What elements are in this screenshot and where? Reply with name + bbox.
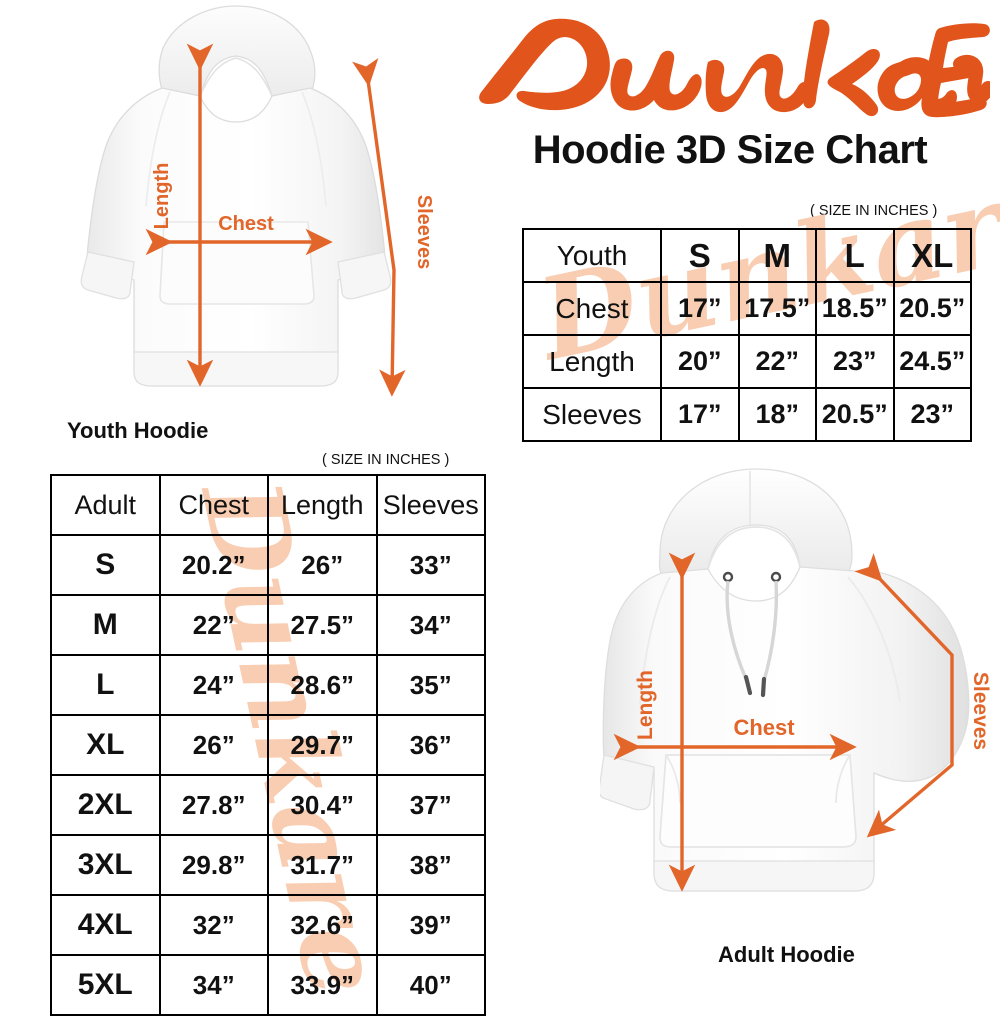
youth-chest-label: Chest	[218, 213, 274, 235]
adult-size-l: L	[50, 654, 161, 716]
adult-size-table: Adult Chest Length Sleeves S 20.2” 26” 3…	[50, 474, 486, 1016]
adult-2xl-sleeves: 37”	[375, 774, 486, 836]
adult-5xl-length: 33.9”	[267, 954, 378, 1016]
adult-size-4xl: 4XL	[50, 894, 161, 956]
adult-sleeves-arrow	[854, 553, 954, 838]
adult-sleeves-label: Sleeves	[969, 672, 990, 750]
brand-logo	[470, 8, 990, 128]
adult-s-sleeves: 33”	[375, 534, 486, 596]
adult-col-chest: Chest	[158, 474, 269, 536]
adult-size-2xl: 2XL	[50, 774, 161, 836]
adult-inches-note: ( SIZE IN INCHES )	[322, 452, 450, 468]
youth-sleeves-xl: 23”	[892, 387, 972, 442]
adult-size-3xl: 3XL	[50, 834, 161, 896]
adult-4xl-sleeves: 39”	[375, 894, 486, 956]
youth-col-xl: XL	[892, 228, 972, 283]
adult-col-length: Length	[267, 474, 378, 536]
adult-xl-chest: 26”	[158, 714, 269, 776]
youth-chest-m: 17.5”	[737, 281, 817, 336]
youth-hoodie-illustration: Length Chest Sleeves	[58, 0, 478, 420]
youth-sleeves-arrow	[352, 57, 406, 397]
youth-length-l: 23”	[815, 334, 895, 389]
adult-length-label: Length	[634, 670, 657, 740]
adult-col-sleeves: Sleeves	[375, 474, 486, 536]
adult-corner-label: Adult	[50, 474, 161, 536]
table-row: 5XL 34” 33.9” 40”	[50, 954, 486, 1016]
adult-l-chest: 24”	[158, 654, 269, 716]
table-row: L 24” 28.6” 35”	[50, 654, 486, 716]
page-title: Hoodie 3D Size Chart	[532, 128, 928, 172]
table-row: 3XL 29.8” 31.7” 38”	[50, 834, 486, 896]
adult-chest-label: Chest	[733, 715, 795, 740]
adult-3xl-sleeves: 38”	[375, 834, 486, 896]
youth-figure-caption: Youth Hoodie	[67, 418, 209, 443]
adult-figure-caption: Adult Hoodie	[718, 942, 855, 967]
adult-4xl-length: 32.6”	[267, 894, 378, 956]
adult-5xl-sleeves: 40”	[375, 954, 486, 1016]
youth-size-table: Youth S M L XL Chest 17” 17.5” 18.5” 20.…	[522, 228, 972, 442]
adult-3xl-chest: 29.8”	[158, 834, 269, 896]
adult-m-sleeves: 34”	[375, 594, 486, 656]
youth-row-label-length: Length	[522, 334, 662, 389]
adult-xl-length: 29.7”	[267, 714, 378, 776]
adult-hoodie-illustration: Length Chest Sleeves	[600, 455, 990, 945]
table-row: XL 26” 29.7” 36”	[50, 714, 486, 776]
youth-row-label-sleeves: Sleeves	[522, 387, 662, 442]
adult-3xl-length: 31.7”	[267, 834, 378, 896]
youth-sleeves-l: 20.5”	[815, 387, 895, 442]
youth-length-xl: 24.5”	[892, 334, 972, 389]
youth-sleeves-label: Sleeves	[413, 195, 435, 270]
table-row: Chest 17” 17.5” 18.5” 20.5”	[522, 281, 972, 336]
table-row-header: Adult Chest Length Sleeves	[50, 474, 486, 536]
youth-inches-note: ( SIZE IN INCHES )	[810, 203, 938, 219]
youth-sleeves-m: 18”	[737, 387, 817, 442]
adult-4xl-chest: 32”	[158, 894, 269, 956]
youth-sleeves-s: 17”	[660, 387, 740, 442]
adult-m-length: 27.5”	[267, 594, 378, 656]
youth-chest-xl: 20.5”	[892, 281, 972, 336]
adult-2xl-chest: 27.8”	[158, 774, 269, 836]
table-row-header: Youth S M L XL	[522, 228, 972, 283]
adult-size-5xl: 5XL	[50, 954, 161, 1016]
adult-l-length: 28.6”	[267, 654, 378, 716]
table-row: 2XL 27.8” 30.4” 37”	[50, 774, 486, 836]
table-row: S 20.2” 26” 33”	[50, 534, 486, 596]
youth-col-s: S	[660, 228, 740, 283]
youth-length-m: 22”	[737, 334, 817, 389]
adult-size-m: M	[50, 594, 161, 656]
table-row: Sleeves 17” 18” 20.5” 23”	[522, 387, 972, 442]
adult-2xl-length: 30.4”	[267, 774, 378, 836]
adult-size-s: S	[50, 534, 161, 596]
adult-5xl-chest: 34”	[158, 954, 269, 1016]
table-row: 4XL 32” 32.6” 39”	[50, 894, 486, 956]
table-row: Length 20” 22” 23” 24.5”	[522, 334, 972, 389]
adult-s-length: 26”	[267, 534, 378, 596]
youth-length-label: Length	[151, 163, 173, 230]
youth-col-m: M	[737, 228, 817, 283]
adult-m-chest: 22”	[158, 594, 269, 656]
adult-s-chest: 20.2”	[158, 534, 269, 596]
youth-corner-label: Youth	[522, 228, 662, 283]
youth-chest-s: 17”	[660, 281, 740, 336]
adult-size-xl: XL	[50, 714, 161, 776]
adult-xl-sleeves: 36”	[375, 714, 486, 776]
youth-row-label-chest: Chest	[522, 281, 662, 336]
table-row: M 22” 27.5” 34”	[50, 594, 486, 656]
adult-l-sleeves: 35”	[375, 654, 486, 716]
youth-col-l: L	[815, 228, 895, 283]
youth-length-s: 20”	[660, 334, 740, 389]
youth-chest-l: 18.5”	[815, 281, 895, 336]
